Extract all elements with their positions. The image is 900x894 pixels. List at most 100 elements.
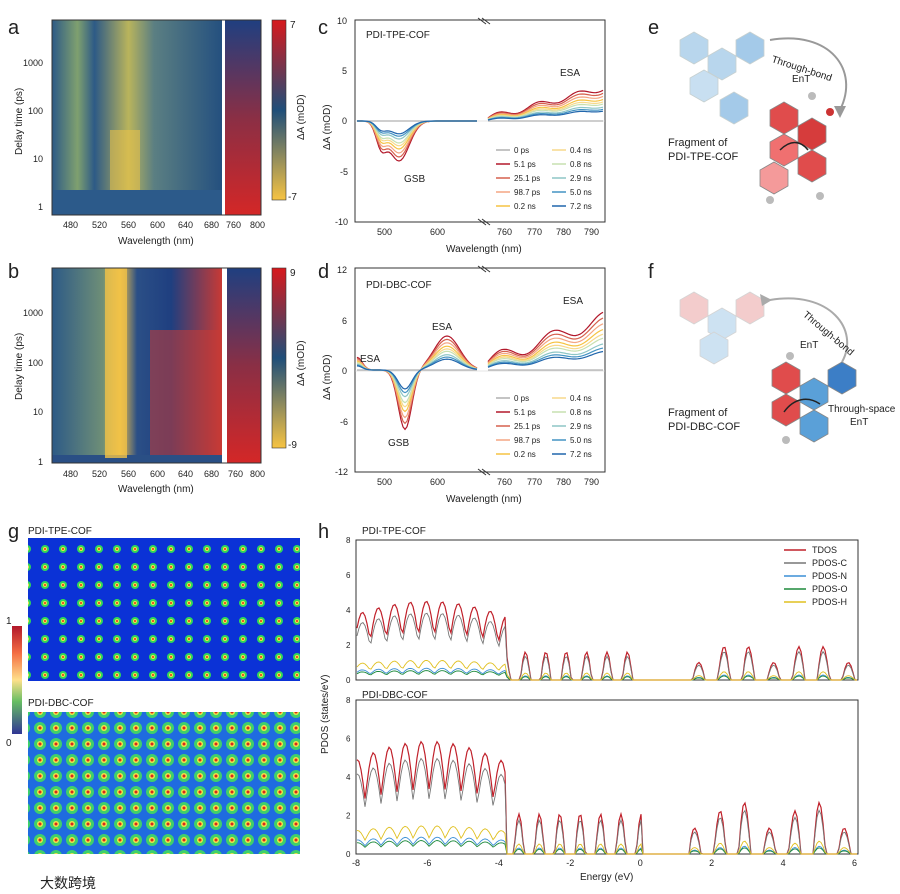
panel-c-ytick: 0: [342, 116, 347, 126]
legend-label: 5.0 ns: [570, 188, 592, 197]
dos-line: [356, 612, 857, 681]
panel-f-arrow-text2: EnT: [800, 340, 818, 351]
spectrum-line: [487, 350, 604, 368]
panel-b-axes: Delay time (ps) 1 10 100 1000 480 520 56…: [14, 267, 307, 495]
legend-label: 0.8 ns: [570, 408, 592, 417]
panel-h-xtick: 4: [781, 858, 786, 868]
spectrum-line: [487, 110, 604, 121]
panel-d-ytick: 12: [337, 265, 347, 275]
spectrum-line: [487, 92, 604, 119]
panel-c-xtick: 780: [556, 227, 571, 237]
panel-b-xtick: 560: [121, 469, 136, 479]
panel-c-plot: PDI-TPE-COF ESA GSB 10 5 0 -5 -10 ΔA (mO…: [322, 16, 606, 255]
panel-g-title-top: PDI-TPE-COF: [28, 526, 92, 537]
panel-g-colorbar: [12, 626, 22, 734]
panel-d-xtick: 790: [584, 477, 599, 487]
panel-h-ytick: 2: [346, 812, 351, 821]
panel-c-gsb-label: GSB: [404, 174, 425, 185]
panel-d-esa-label-left: ESA: [360, 354, 380, 365]
dos-line: [356, 667, 857, 681]
legend-label: 0.2 ns: [514, 202, 536, 211]
panel-a-ytick: 10: [33, 154, 43, 164]
panel-d-xtick: 780: [556, 477, 571, 487]
legend-label: 0.2 ns: [514, 450, 536, 459]
legend-label: PDOS-H: [812, 597, 847, 607]
legend-label: 0.4 ns: [570, 146, 592, 155]
panel-e-arrowhead: [834, 106, 846, 118]
legend-label: PDOS-O: [812, 584, 848, 594]
panel-c-xtick: 500: [377, 227, 392, 237]
legend-label: 25.1 ps: [514, 422, 540, 431]
panel-d-xtick: 770: [527, 477, 542, 487]
panel-letter-d: d: [318, 261, 329, 283]
dos-line: [356, 825, 857, 855]
panel-e-curved-arrow: [779, 141, 809, 151]
legend-label: 0 ps: [514, 146, 529, 155]
panel-d-ytick: -6: [340, 417, 348, 427]
panel-a-ytick: 1: [38, 202, 43, 212]
panel-c-xtick: 760: [497, 227, 512, 237]
panel-h-xtick: -8: [352, 858, 360, 868]
panel-a-xlabel: Wavelength (nm): [118, 236, 194, 247]
panel-d-xtick: 760: [497, 477, 512, 487]
panel-g-cbar-min: 0: [6, 738, 12, 749]
legend-label: 5.1 ps: [514, 408, 536, 417]
panel-f-fragment-label1: Fragment of: [668, 407, 728, 419]
panel-letter-c: c: [318, 17, 328, 39]
panel-a-cbar-label: ΔA (mOD): [296, 94, 307, 140]
panel-d-xtick: 500: [377, 477, 392, 487]
watermark: 大数跨境: [40, 875, 96, 891]
legend-label: PDOS-N: [812, 571, 847, 581]
panel-h-xtick: -2: [566, 858, 574, 868]
legend-label: 0.4 ns: [570, 394, 592, 403]
dos-line: [356, 659, 857, 681]
panel-h-plot: PDI-TPE-COF PDI-DBC-COF PDOS (states/eV)…: [320, 526, 859, 883]
panel-c-ytick: 10: [337, 16, 347, 26]
panel-c-ylabel: ΔA (mOD): [322, 104, 333, 150]
panel-f-molecule: Through-bond EnT Through-space EnT Fragm…: [668, 291, 896, 444]
panel-f-faded-fragment: [679, 291, 765, 365]
panel-b-cbar-label: ΔA (mOD): [296, 340, 307, 386]
dos-line: [356, 670, 857, 681]
panel-a-xtick: 800: [250, 220, 265, 230]
spectrum-line: [487, 329, 604, 365]
panel-b-cbar-min: -9: [288, 440, 297, 451]
panel-e-fragment-label2: PDI-TPE-COF: [668, 151, 739, 163]
panel-a-xtick: 600: [150, 220, 165, 230]
dos-line: [356, 600, 857, 681]
panel-e-red-fragment: [759, 92, 834, 204]
panel-a-axes: Delay time (ps) 1 10 100 1000 480 520 56…: [14, 19, 307, 247]
panel-e-fragment-label1: Fragment of: [668, 137, 728, 149]
legend-label: 7.2 ns: [570, 450, 592, 459]
panel-a-cbar-min: -7: [288, 192, 297, 203]
panel-h-xtick: -6: [423, 858, 431, 868]
spectrum-line: [356, 358, 478, 390]
panel-b-xtick: 480: [63, 469, 78, 479]
panel-letter-g: g: [8, 521, 19, 543]
panel-c-ytick: -10: [335, 217, 348, 227]
spectrum-line: [487, 333, 604, 366]
spectrum-line: [487, 323, 604, 364]
panel-a-xtick: 760: [226, 220, 241, 230]
panel-a-ytick: 1000: [23, 58, 43, 68]
panel-a-colorbar: [271, 19, 287, 201]
panel-b-cbar-max: 9: [290, 268, 296, 279]
legend-label: 0.8 ns: [570, 160, 592, 169]
panel-h-title-top: PDI-TPE-COF: [362, 526, 426, 537]
panel-f-curved-arrow: [783, 398, 821, 413]
panel-h-ytick: 4: [346, 773, 351, 782]
panel-c-xlabel: Wavelength (nm): [446, 244, 522, 255]
panel-h-xtick: 6: [852, 858, 857, 868]
panel-g-map-top: [28, 538, 300, 681]
panel-h-ytick: 6: [346, 571, 351, 580]
panel-h-xtick: 0: [638, 858, 643, 868]
legend-label: 2.9 ns: [570, 174, 592, 183]
panel-e-blue-fragment: [679, 31, 765, 125]
legend-label: 98.7 ps: [514, 188, 540, 197]
panel-c-ytick: 5: [342, 66, 347, 76]
panel-h-title-bottom: PDI-DBC-COF: [362, 690, 428, 701]
panel-e-molecule: Through-bond EnT Fragment of PDI-TPE-COF: [668, 31, 848, 204]
legend-label: 0 ps: [514, 394, 529, 403]
panel-e-through-bond-arrow: [769, 37, 848, 111]
panel-d-ytick: 6: [342, 316, 347, 326]
